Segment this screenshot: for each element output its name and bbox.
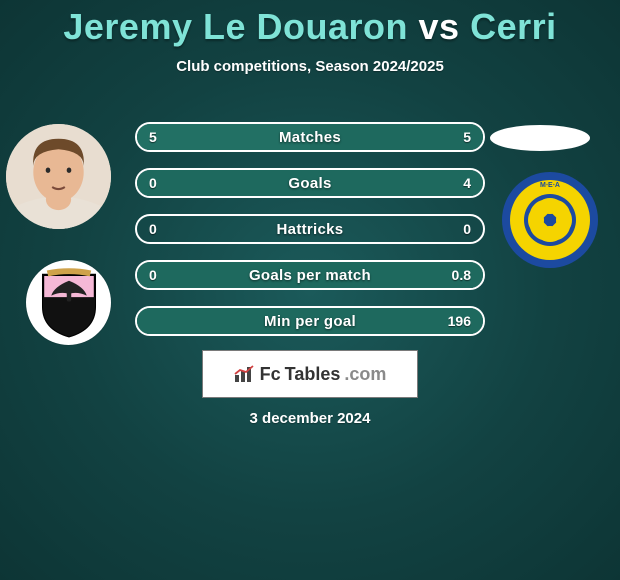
stat-label: Goals per match xyxy=(137,262,483,288)
chart-icon xyxy=(234,365,256,383)
badge-brand-b: Tables xyxy=(285,364,341,385)
club-right-crest: M⋅E⋅A xyxy=(500,170,600,270)
player-right-photo-placeholder xyxy=(490,125,590,151)
subtitle: Club competitions, Season 2024/2025 xyxy=(0,58,620,75)
stat-bar: 55Matches xyxy=(135,122,485,152)
stat-bar: 196Min per goal xyxy=(135,306,485,336)
stat-label: Min per goal xyxy=(137,308,483,334)
stat-label: Matches xyxy=(137,124,483,150)
stat-label: Goals xyxy=(137,170,483,196)
badge-brand-a: Fc xyxy=(260,364,281,385)
stat-bar: 04Goals xyxy=(135,168,485,198)
stat-label: Hattricks xyxy=(137,216,483,242)
svg-text:M⋅E⋅A: M⋅E⋅A xyxy=(540,182,560,189)
comparison-title: Jeremy Le Douaron vs Cerri xyxy=(0,0,620,48)
stats-container: 55Matches 04Goals 00Hattricks 00.8Goals per… xyxy=(135,122,485,352)
crest-right-svg: M⋅E⋅A xyxy=(500,170,600,270)
date-text: 3 december 2024 xyxy=(0,410,620,427)
crest-left-svg xyxy=(32,266,106,340)
player-left-name: Jeremy Le Douaron xyxy=(63,6,408,47)
stat-bar: 00.8Goals per match xyxy=(135,260,485,290)
badge-brand-c: .com xyxy=(344,364,386,385)
club-left-crest xyxy=(26,260,111,345)
stat-bar: 00Hattricks xyxy=(135,214,485,244)
fctables-badge[interactable]: FcTables.com xyxy=(202,350,418,398)
player-photo-svg xyxy=(6,124,111,229)
player-left-photo xyxy=(6,124,111,229)
vs-text: vs xyxy=(419,6,460,47)
player-right-name: Cerri xyxy=(470,6,557,47)
